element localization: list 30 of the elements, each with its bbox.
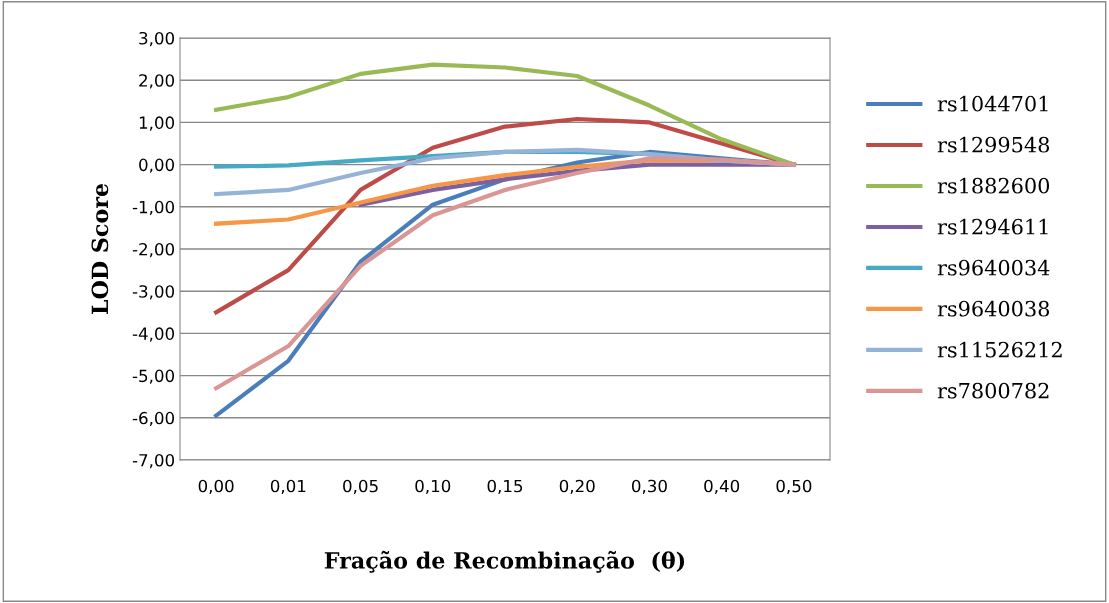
y-tick-label: -4,00 <box>132 327 175 342</box>
legend-label: rs9640034 <box>937 259 1050 276</box>
legend-label: rs7800782 <box>937 382 1049 399</box>
y-tick-label: -5,00 <box>132 369 175 384</box>
x-tick-label: 0,10 <box>415 479 451 495</box>
y-tick-label: 1,00 <box>139 116 175 131</box>
x-tick-label: 0,30 <box>631 479 667 495</box>
legend-label: rs9640038 <box>937 300 1050 317</box>
legend-label: rs11526212 <box>937 341 1062 358</box>
x-tick-label: 0,50 <box>776 479 812 495</box>
x-tick-label: 0,01 <box>270 479 306 495</box>
x-tick-label: 0,15 <box>487 479 523 495</box>
y-tick-label: 3,00 <box>139 31 175 47</box>
y-tick-label: -2,00 <box>132 242 175 258</box>
y-axis-title: LOD Score <box>91 183 109 315</box>
y-tick-label: 2,00 <box>139 74 175 89</box>
y-tick-label: -1,00 <box>132 200 175 216</box>
y-tick-label: -6,00 <box>132 411 175 427</box>
y-tick-label: -7,00 <box>132 453 175 469</box>
y-tick-label: -3,00 <box>132 285 175 300</box>
legend-label: rs1044701 <box>937 95 1048 112</box>
x-tick-label: 0,05 <box>343 479 378 495</box>
x-tick-label: 0,20 <box>559 479 595 495</box>
y-tick-label: 0,00 <box>139 158 175 173</box>
x-tick-label: 0,00 <box>198 479 234 495</box>
legend-label: rs1294611 <box>937 218 1048 235</box>
legend-label: rs1299548 <box>937 136 1050 153</box>
x-axis-title: Fração de Recombinação (θ) <box>324 550 685 573</box>
legend-label: rs1882600 <box>937 177 1050 194</box>
x-tick-label: 0,40 <box>704 479 740 495</box>
